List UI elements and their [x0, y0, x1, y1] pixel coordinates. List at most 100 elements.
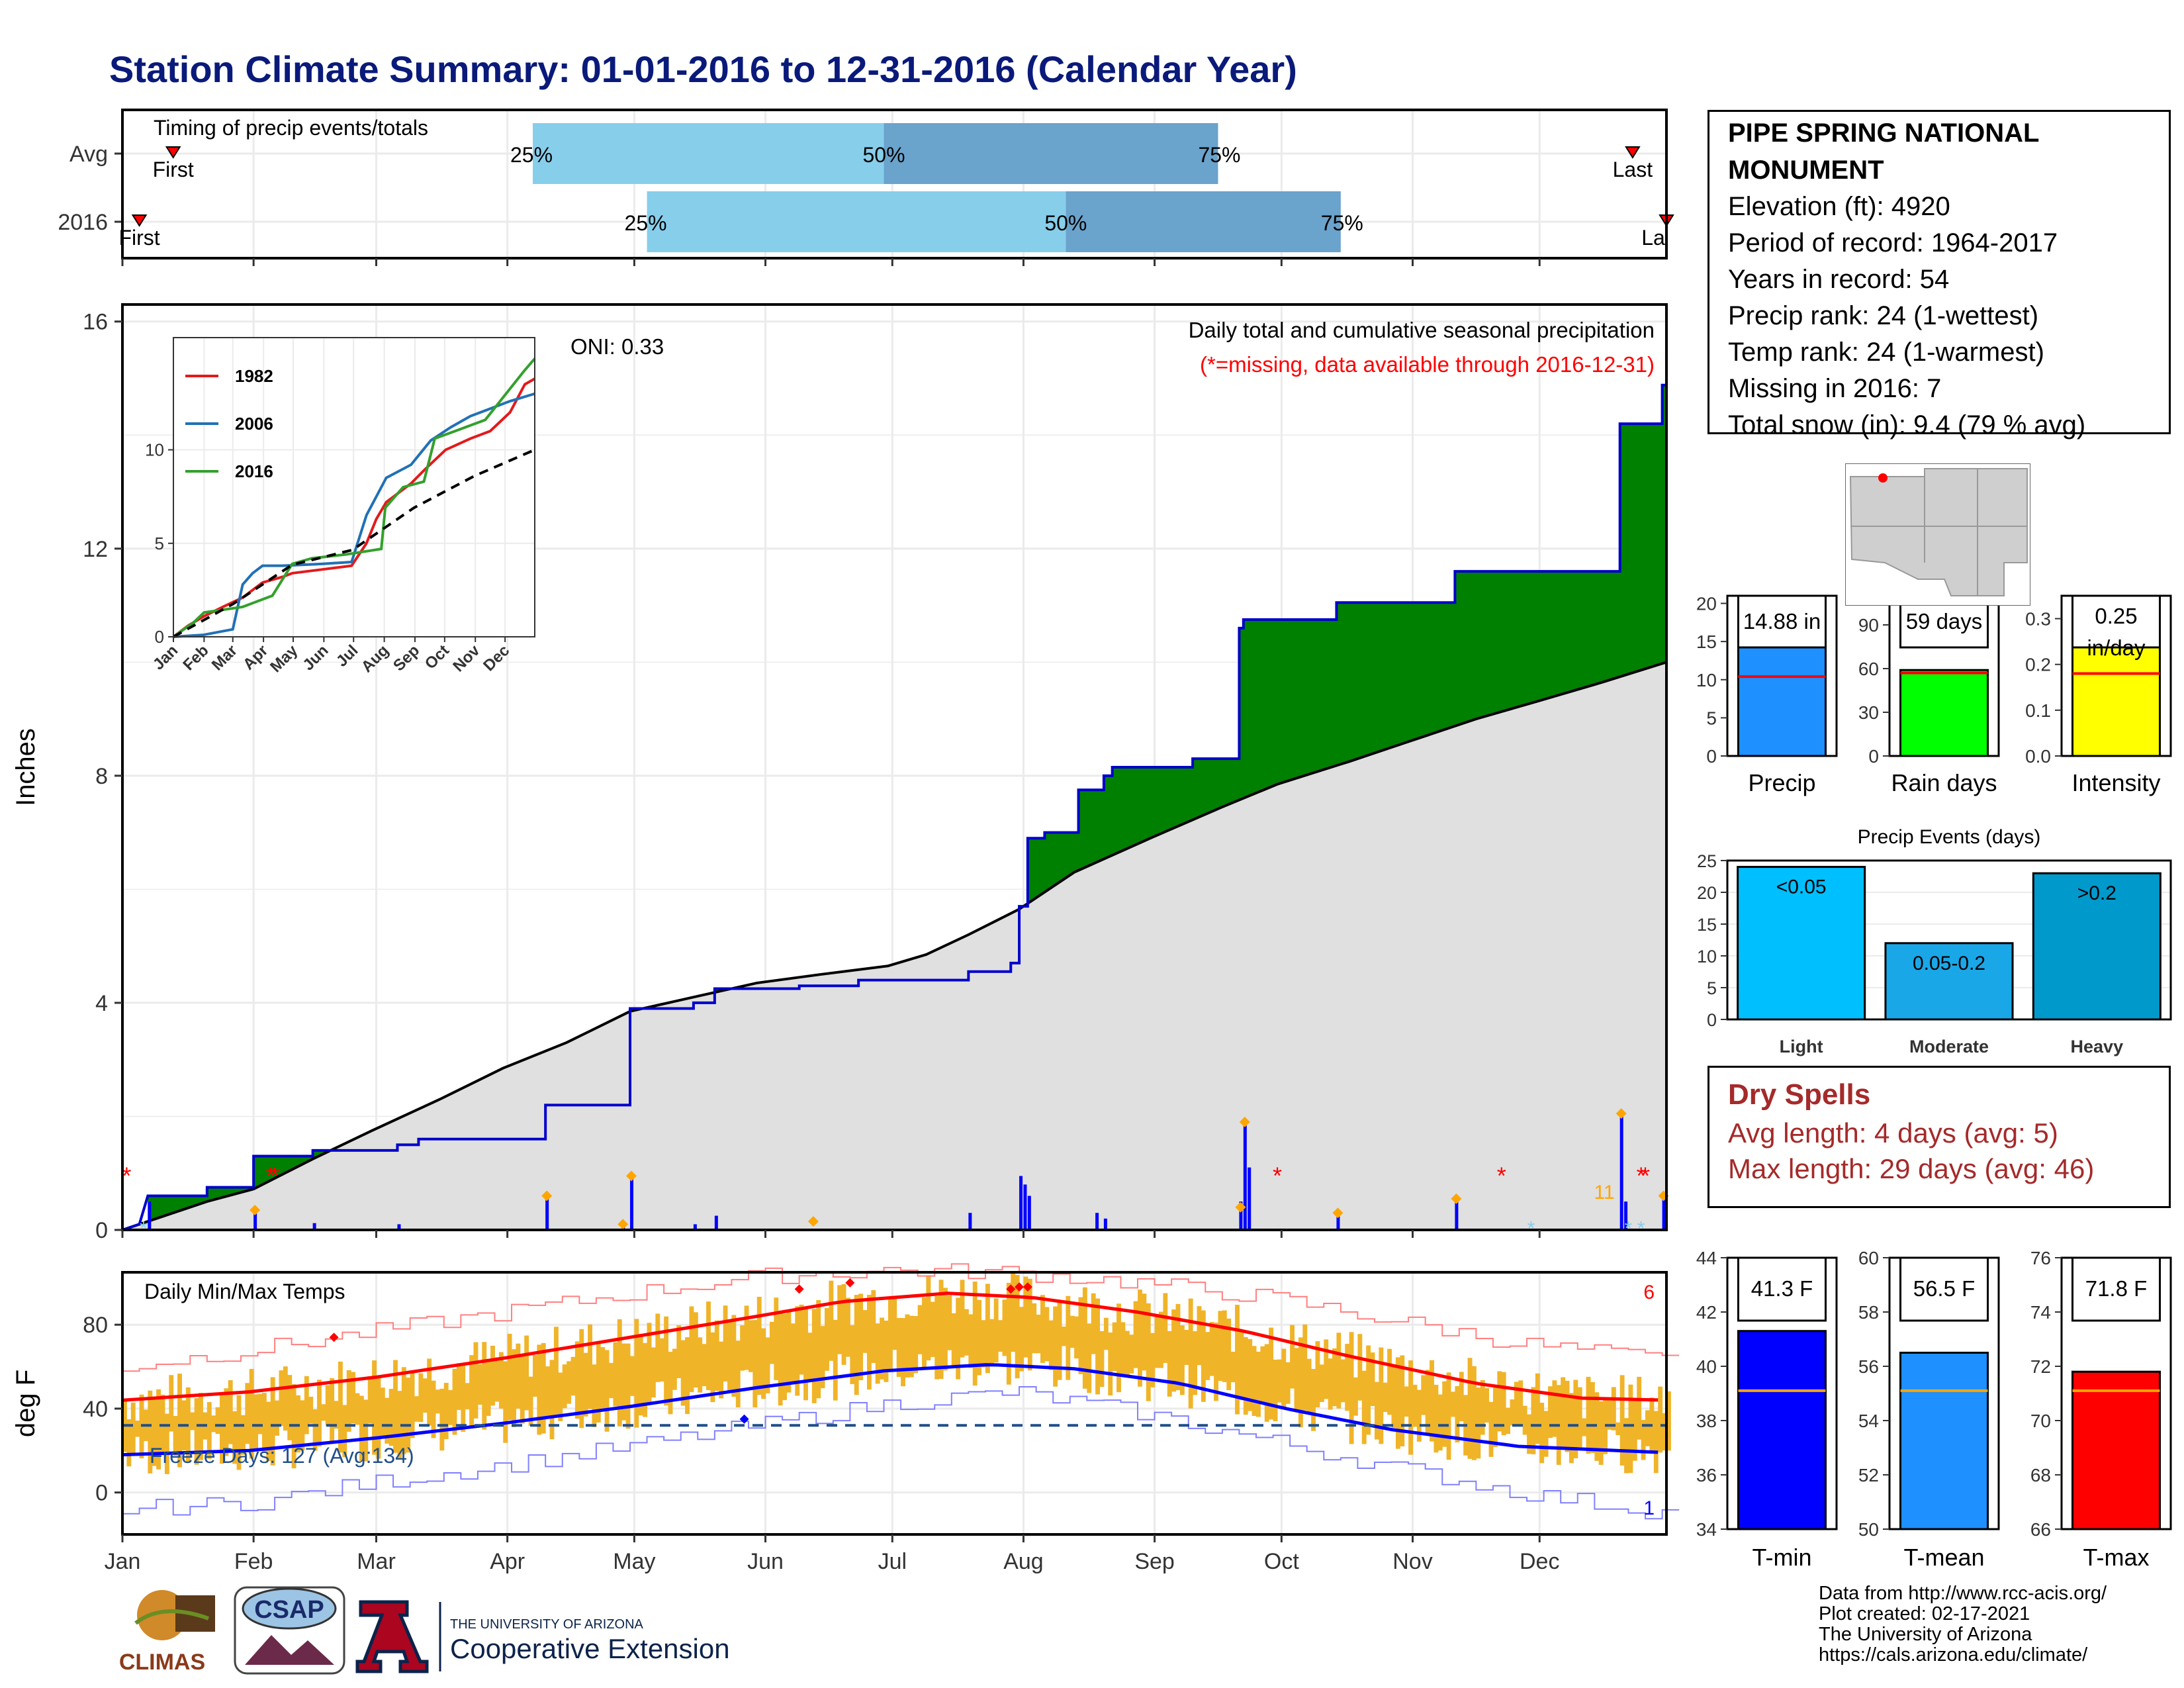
temp-daily-range-bar: [1260, 1346, 1265, 1403]
temp-daily-range-bar: [545, 1366, 551, 1417]
precip-total-marker: [617, 1219, 629, 1230]
precip-above-avg-fill: [1324, 620, 1329, 769]
summary-bar: [2071, 1370, 2161, 1530]
temp-daily-range-bar: [363, 1399, 369, 1462]
precip-total-marker: [1235, 1201, 1246, 1213]
temp-daily-range-bar: [520, 1355, 525, 1424]
temp-daily-range-bar: [1019, 1307, 1024, 1372]
precip-above-avg-fill: [1497, 571, 1502, 712]
temp-daily-range-bar: [604, 1350, 610, 1432]
ua-name-text: THE UNIVERSITY OF ARIZONA: [450, 1617, 644, 1632]
temp-daily-range-bar: [439, 1388, 445, 1451]
precip-above-avg-fill: [1146, 767, 1151, 839]
precip-above-avg-fill: [1522, 571, 1527, 705]
temp-daily-range-bar: [498, 1352, 504, 1409]
precip-daily-bar: [1336, 1213, 1340, 1230]
precip-events-y-tick-label: 20: [1697, 883, 1717, 903]
precip-above-avg-fill: [1391, 602, 1396, 747]
inset-legend-label: 2016: [235, 461, 273, 481]
temp-daily-range-bar: [152, 1398, 157, 1466]
temp-daily-range-bar: [312, 1409, 318, 1451]
temp-daily-range-bar: [630, 1356, 635, 1396]
precip-above-avg-fill: [1379, 602, 1384, 751]
temp-daily-range-bar: [418, 1373, 424, 1423]
temp-daily-range-bar: [981, 1320, 986, 1368]
precip-daily-bar: [148, 1201, 152, 1230]
temp-daily-range-bar: [533, 1355, 537, 1397]
temp-daily-range-bar: [1442, 1381, 1447, 1447]
temp-daily-range-bar: [1269, 1327, 1274, 1420]
summary-y-tick-label: 30: [1858, 702, 1879, 723]
month-tick-label: Apr: [490, 1549, 525, 1574]
precip-above-avg-fill: [1649, 424, 1655, 667]
temp-daily-range-bar: [1129, 1335, 1134, 1374]
temp-daily-range-bar: [1412, 1384, 1418, 1427]
temp-daily-range-bar: [359, 1395, 364, 1462]
temp-daily-range-bar: [452, 1368, 457, 1435]
summary-y-tick-label: 36: [1696, 1465, 1717, 1485]
temp-daily-range-bar: [735, 1340, 741, 1407]
temp-daily-range-bar: [756, 1297, 762, 1395]
temp-daily-range-bar: [1395, 1357, 1400, 1449]
month-tick-label: Sep: [1134, 1549, 1175, 1574]
summary-y-tick-label: 0.1: [2025, 700, 2051, 721]
precip-above-avg-fill: [1641, 424, 1646, 670]
station-location-icon: [1878, 473, 1888, 483]
precip-y-tick-label: 16: [83, 310, 108, 335]
precip-above-avg-fill: [1108, 775, 1113, 857]
temp-daily-range-bar: [279, 1370, 284, 1427]
summary-y-tick-label: 44: [1696, 1248, 1717, 1268]
precip-above-avg-fill: [1099, 790, 1105, 861]
temp-freeze-label: Freeze Days: 127 (Avg:134): [150, 1444, 414, 1468]
inset-legend-label: 2006: [235, 414, 273, 434]
inset-series-line: [173, 392, 535, 638]
temp-daily-range-bar: [1285, 1362, 1291, 1404]
temp-daily-range-bar: [1404, 1386, 1409, 1417]
temp-daily-range-bar: [1577, 1387, 1582, 1448]
precip-above-avg-fill: [1298, 620, 1303, 777]
station-years: Years in record: 54: [1728, 265, 1950, 294]
temp-daily-range-bar: [880, 1317, 885, 1380]
summary-y-tick-label: 0: [1706, 746, 1717, 767]
temp-daily-range-bar: [917, 1305, 923, 1354]
summary-y-tick-label: 60: [1858, 659, 1879, 679]
temp-daily-range-bar: [1492, 1385, 1498, 1447]
temp-daily-range-bar: [1666, 1391, 1671, 1451]
precip-above-avg-fill: [300, 1156, 305, 1164]
temp-record-high-marker: [794, 1284, 804, 1294]
temp-daily-range-bar: [943, 1288, 948, 1371]
temp-daily-range-bar: [1332, 1348, 1337, 1407]
precip-above-avg-fill: [1425, 602, 1430, 735]
temp-daily-range-bar: [224, 1388, 229, 1456]
temp-daily-range-bar: [1150, 1333, 1156, 1387]
precip-above-avg-fill: [1255, 620, 1261, 792]
precip-above-avg-fill: [1248, 620, 1253, 796]
temp-daily-range-bar: [169, 1375, 174, 1432]
precip-above-avg-fill: [1582, 571, 1587, 688]
temp-daily-range-bar: [570, 1356, 576, 1396]
precip-above-avg-fill: [1167, 767, 1172, 830]
precip-above-avg-fill: [1150, 767, 1156, 837]
precip-above-avg-fill: [1260, 620, 1265, 790]
temp-daily-range-bar: [1349, 1332, 1354, 1444]
temp-daily-range-bar: [1590, 1382, 1595, 1453]
summary-category-label: T-min: [1752, 1544, 1812, 1571]
temp-daily-range-bar: [1408, 1360, 1413, 1455]
temp-daily-range-bar: [1484, 1388, 1490, 1423]
temp-daily-range-bar: [596, 1343, 601, 1423]
temp-daily-range-bar: [148, 1390, 153, 1474]
temp-daily-range-bar: [841, 1284, 846, 1365]
summary-y-tick-label: 0.2: [2025, 655, 2051, 675]
precip-above-avg-fill: [1455, 571, 1460, 726]
precip-above-avg-fill: [1628, 424, 1633, 674]
month-tick-label: Jun: [747, 1549, 784, 1574]
precip-events-frame: [1726, 859, 2172, 1021]
month-tick-label: Jan: [105, 1549, 141, 1574]
precip-above-avg-fill: [1501, 571, 1506, 712]
temp-daily-range-bar: [1239, 1331, 1244, 1401]
summary-y-tick-label: 56: [1858, 1356, 1879, 1377]
precip-events-bar: [1884, 942, 2014, 1021]
timing-row-label: Avg: [69, 142, 108, 167]
precip-above-avg-fill: [1561, 571, 1566, 694]
temp-record-high-marker: [845, 1278, 855, 1288]
